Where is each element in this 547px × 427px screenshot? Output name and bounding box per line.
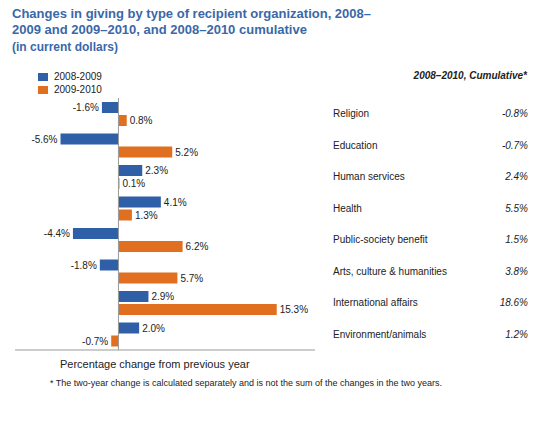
svg-text:International affairs: International affairs: [333, 297, 418, 308]
svg-text:2.9%: 2.9%: [151, 291, 174, 302]
svg-text:-0.8%: -0.8%: [502, 108, 528, 119]
svg-text:1.3%: 1.3%: [135, 210, 158, 221]
svg-text:5.2%: 5.2%: [175, 147, 198, 158]
svg-text:2.4%: 2.4%: [504, 171, 528, 182]
svg-text:-1.8%: -1.8%: [71, 260, 97, 271]
svg-text:3.8%: 3.8%: [505, 266, 528, 277]
svg-text:4.1%: 4.1%: [164, 197, 187, 208]
html-text:2009-2010: 2009-2010: [54, 84, 102, 95]
svg-text:2.3%: 2.3%: [145, 165, 168, 176]
html-text:2008-2009: 2008-2009: [54, 71, 102, 82]
svg-text:5.7%: 5.7%: [180, 273, 203, 284]
html-text:* The two-year change is calcu: * The two-year change is calculated sepa…: [50, 378, 443, 388]
svg-text:0.1%: 0.1%: [122, 178, 145, 189]
svg-text:-0.7%: -0.7%: [502, 140, 528, 151]
svg-text:-1.6%: -1.6%: [73, 102, 99, 113]
svg-text:Environment/animals: Environment/animals: [333, 329, 426, 340]
svg-text:Public-society benefit: Public-society benefit: [333, 234, 428, 245]
svg-text:Education: Education: [333, 140, 377, 151]
svg-text:-0.7%: -0.7%: [82, 336, 108, 347]
svg-text:Human services: Human services: [333, 171, 405, 182]
svg-text:-4.4%: -4.4%: [44, 228, 70, 239]
svg-text:0.8%: 0.8%: [130, 115, 153, 126]
svg-text:18.6%: 18.6%: [500, 297, 528, 308]
svg-text:6.2%: 6.2%: [186, 241, 209, 252]
html-text:Changes in giving by type of r: Changes in giving by type of recipient o…: [12, 6, 371, 37]
html-text:(in current dollars): (in current dollars): [12, 40, 118, 54]
svg-text:Religion: Religion: [333, 108, 369, 119]
svg-text:2.0%: 2.0%: [142, 323, 165, 334]
svg-text:15.3%: 15.3%: [280, 304, 308, 315]
svg-text:Arts, culture & humanities: Arts, culture & humanities: [333, 266, 447, 277]
svg-text:Health: Health: [333, 203, 362, 214]
html-text:2008–2010, Cumulative*: 2008–2010, Cumulative*: [413, 70, 527, 81]
svg-text:1.2%: 1.2%: [505, 329, 528, 340]
svg-text:-5.6%: -5.6%: [31, 134, 57, 145]
svg-text:5.5%: 5.5%: [505, 203, 528, 214]
html-text:Percentage change from previou: Percentage change from previous year: [60, 358, 250, 370]
svg-text:1.5%: 1.5%: [505, 234, 528, 245]
